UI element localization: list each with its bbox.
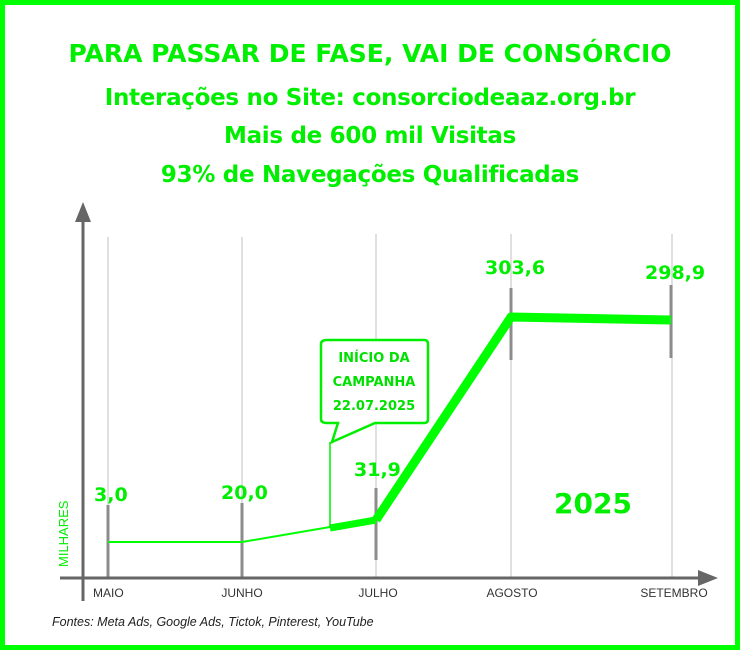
series-line — [108, 312, 672, 543]
year-label: 2025 — [554, 487, 632, 520]
series-line-campaign — [329, 516, 377, 532]
x-axis-arrow-icon — [698, 570, 718, 586]
axes — [60, 202, 718, 601]
month-label-maio: MAIO — [93, 586, 124, 600]
value-label-setembro: 298,9 — [645, 262, 705, 284]
series-line-thick — [372, 312, 672, 523]
value-label-maio: 3,0 — [94, 484, 128, 506]
x-axis-labels: MAIO JUNHO JULHO AGOSTO SETEMBRO — [93, 586, 708, 600]
headline-qualified: 93% de Navegações Qualificadas — [160, 162, 580, 188]
headline-title: PARA PASSAR DE FASE, VAI DE CONSÓRCIO — [68, 39, 672, 68]
headline-visits: Mais de 600 mil Visitas — [224, 123, 516, 149]
value-labels: 3,0 20,0 31,9 303,6 298,9 — [94, 257, 705, 506]
value-label-agosto: 303,6 — [485, 257, 545, 279]
month-label-agosto: AGOSTO — [486, 586, 537, 600]
headline-site: Interações no Site: consorciodeaaz.org.b… — [104, 85, 636, 111]
data-ticks — [106, 285, 673, 578]
value-label-junho: 20,0 — [221, 482, 268, 504]
y-axis-arrow-icon — [75, 202, 91, 222]
callout-line-3: 22.07.2025 — [333, 399, 415, 414]
y-axis-label: MILHARES — [56, 500, 71, 567]
sources-note: Fontes: Meta Ads, Google Ads, Tictok, Pi… — [52, 615, 374, 629]
campaign-callout: INÍCIO DA CAMPANHA 22.07.2025 — [319, 338, 430, 528]
callout-bubble — [319, 338, 430, 445]
value-label-julho: 31,9 — [354, 459, 401, 481]
callout-line-2: CAMPANHA — [333, 375, 416, 390]
callout-line-1: INÍCIO DA — [338, 350, 409, 366]
series-line-thin — [108, 526, 331, 543]
month-label-julho: JULHO — [358, 586, 397, 600]
month-label-setembro: SETEMBRO — [640, 586, 707, 600]
month-label-junho: JUNHO — [221, 586, 262, 600]
